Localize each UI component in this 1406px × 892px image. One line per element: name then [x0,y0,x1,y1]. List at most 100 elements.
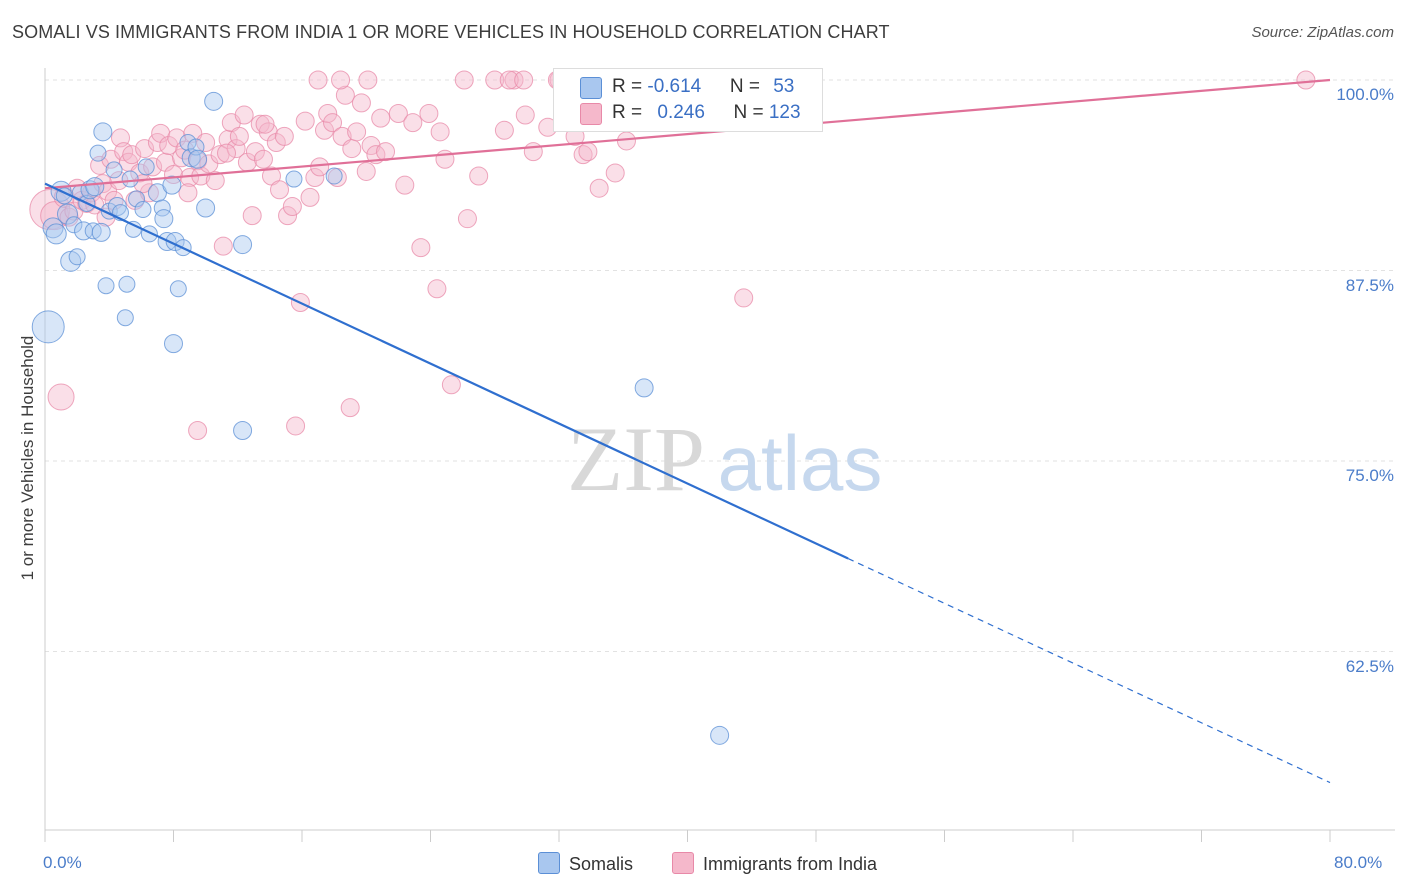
somalis-point [91,222,111,242]
somalis-point [128,190,146,208]
india-swatch [580,103,602,125]
india-swatch [672,852,694,874]
india-point [342,139,362,159]
india-point [282,196,302,216]
india-point [347,122,367,142]
india-point [403,113,423,133]
y-tick-label: 87.5% [1345,275,1394,295]
india-point [616,131,636,151]
n-value-india: 123 [768,102,801,123]
legend-label-somalis: Somalis [569,854,634,874]
india-point [188,421,208,441]
india-point [318,104,338,124]
somalis-trend-extension [847,557,1331,784]
y-tick-label: 75.0% [1345,466,1394,485]
somalis-point [116,309,134,327]
somalis-point [68,248,86,266]
somalis-point [285,170,303,188]
india-point [183,123,203,143]
india-point [300,187,320,207]
somalis-point [164,334,183,354]
r-label: R = [612,102,648,123]
india-point [310,157,330,177]
india-point [1296,70,1316,90]
india-point [441,375,461,395]
india-point [242,206,262,226]
somalis-point [188,149,208,169]
somalis-point [233,421,253,441]
india-point [178,183,198,203]
somalis-point [65,216,83,234]
somalis-trend-line [44,182,849,560]
somalis-point [137,158,155,176]
india-point [514,70,534,90]
india-point [229,126,249,146]
watermark-atlas: atlas [718,419,883,507]
india-point [734,288,754,308]
india-point [217,143,237,163]
india-point [499,70,519,90]
india-point [427,279,447,299]
india-point [371,108,391,128]
india-point [419,104,439,124]
india-trend-line [44,78,1331,190]
india-point [270,180,290,200]
india-point [245,142,265,162]
series-india-points [29,70,1316,441]
somalis-point [84,222,102,240]
somalis-point [204,91,224,111]
india-point [578,142,598,162]
india-point [295,111,315,131]
india-point [226,139,246,159]
india-point [331,70,351,90]
somalis-point [45,223,67,245]
india-point [253,149,273,169]
r-value-india: 0.246 [657,102,705,123]
india-point [130,163,150,183]
india-point [205,171,225,191]
india-point [143,157,163,177]
india-point [494,120,514,140]
india-point [515,105,535,125]
somalis-point [634,378,654,398]
somalis-point [196,198,216,218]
india-point [172,148,192,168]
n-value-somalis: 53 [773,76,795,97]
somalis-swatch [538,852,560,874]
india-point [135,139,155,159]
somalis-point [154,209,174,229]
india-point [469,166,489,186]
r-value-somalis: -0.614 [647,76,702,97]
chart-title: SOMALI VS IMMIGRANTS FROM INDIA 1 OR MOR… [12,22,890,42]
n-label: N = [733,102,769,123]
somalis-point [89,144,107,162]
somalis-swatch [580,77,602,99]
source-label: Source: ZipAtlas.com [1251,24,1394,41]
india-point [485,70,505,90]
somalis-point [121,170,139,188]
somalis-point [162,175,182,195]
r-label: R = [612,76,648,97]
india-point [258,122,278,142]
india-point [457,209,477,229]
india-point [196,132,216,152]
somalis-point [56,203,78,225]
india-point [454,70,474,90]
india-point [278,206,298,226]
somalis-point [169,280,187,298]
india-point [351,93,371,113]
india-point [335,85,355,105]
india-point [159,136,179,156]
somalis-point [85,177,105,197]
india-point [589,178,609,198]
y-tick-label: 100.0% [1336,85,1394,104]
india-point [314,120,334,140]
india-point [255,114,275,134]
x-tick-label-max: 80.0% [1334,853,1383,872]
india-point [340,398,360,418]
axes [44,68,1395,842]
x-tick-label-min: 0.0% [43,853,82,872]
india-point [356,161,376,181]
india-point [286,416,306,436]
